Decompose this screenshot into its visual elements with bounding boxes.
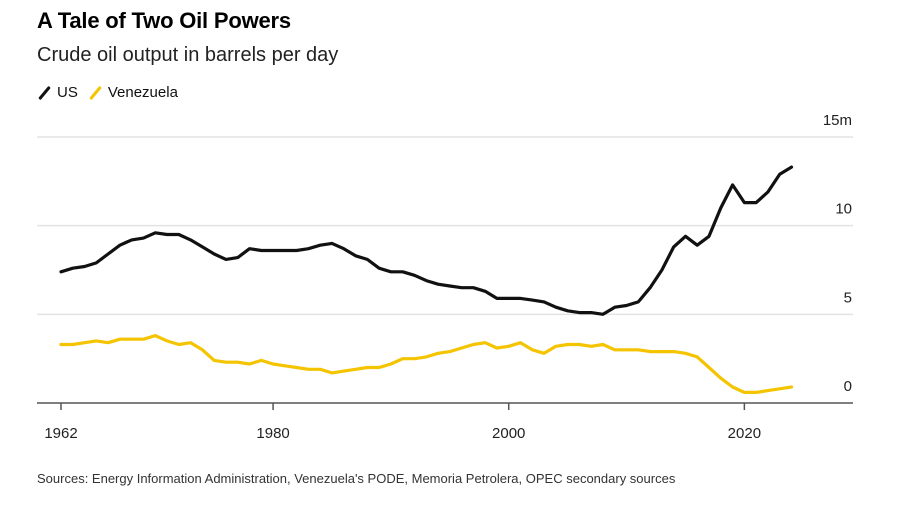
x-tick-label-1962: 1962 <box>44 425 77 442</box>
y-tick-label-0: 0 <box>844 378 852 395</box>
gridlines <box>37 136 853 316</box>
y-tick-label-10: 10 <box>835 201 852 218</box>
y-tick-label-5: 5 <box>844 289 852 306</box>
source-note: Sources: Energy Information Administrati… <box>37 471 676 486</box>
series-line-us <box>59 165 794 316</box>
series-line-venezuela <box>59 334 794 394</box>
legend-item-venezuela: Venezuela <box>88 84 178 101</box>
y-tick-label-15: 15m <box>823 112 852 129</box>
chart-title: A Tale of Two Oil Powers <box>37 8 291 33</box>
y-axis-labels: 0 5 10 15m <box>823 112 852 395</box>
legend: US Venezuela <box>37 84 188 101</box>
x-tick-label-1980: 1980 <box>256 425 289 442</box>
x-tick-label-2020: 2020 <box>728 425 761 442</box>
legend-label-us: US <box>57 84 78 101</box>
series-lines <box>59 165 794 394</box>
chart-subtitle: Crude oil output in barrels per day <box>37 44 339 66</box>
x-axis: 1962 1980 2000 2020 <box>37 402 853 442</box>
x-tick-label-2000: 2000 <box>492 425 525 442</box>
legend-item-us: US <box>37 84 78 101</box>
legend-label-venezuela: Venezuela <box>107 84 178 101</box>
